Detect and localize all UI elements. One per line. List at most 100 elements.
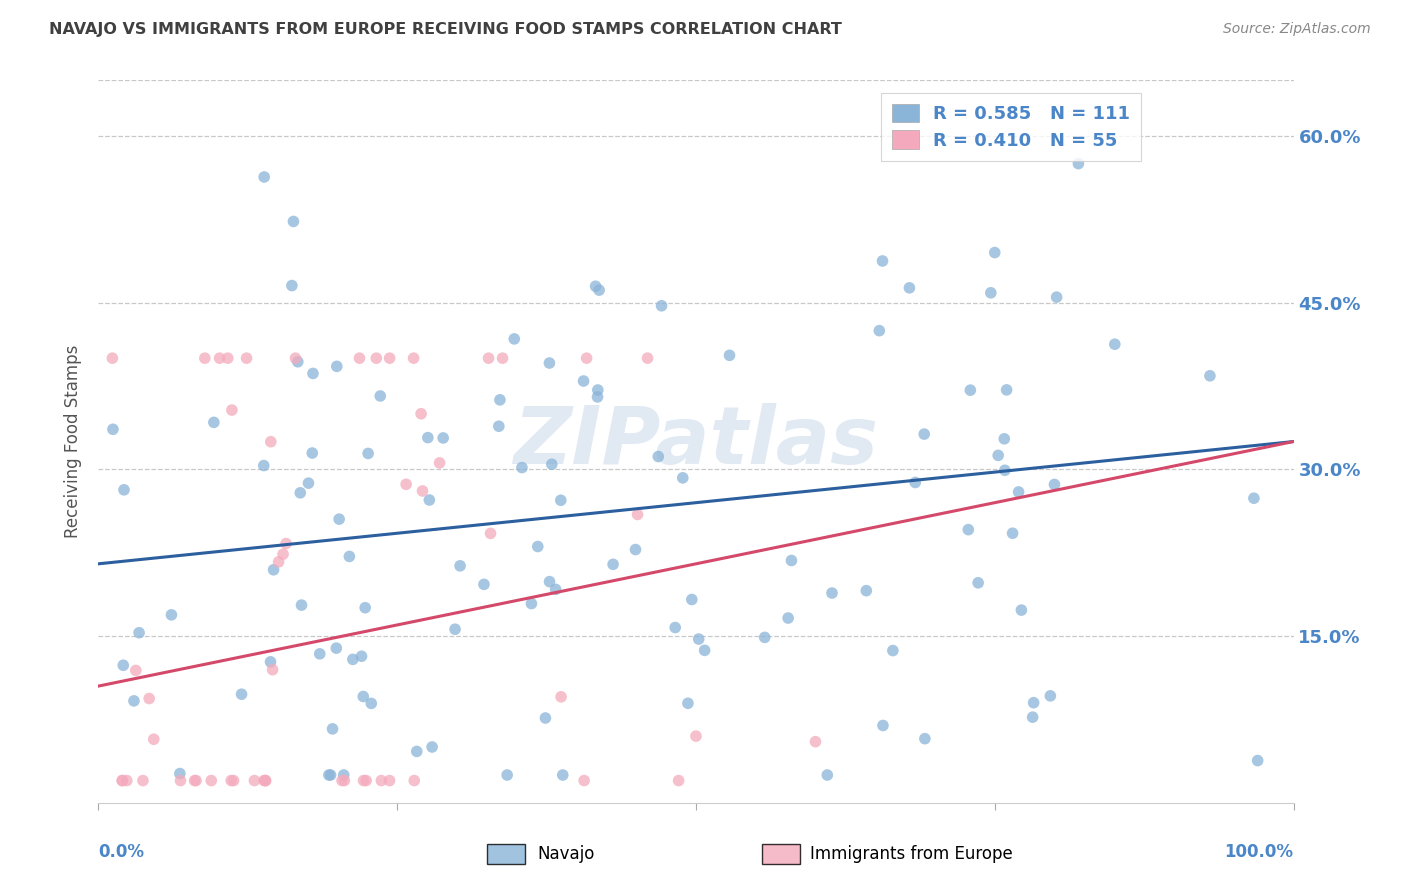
Point	[253, 773, 276, 788]
Point	[322, 722, 344, 736]
Point	[138, 691, 160, 706]
Text: ZIPatlas: ZIPatlas	[513, 402, 879, 481]
Point	[411, 483, 433, 498]
Point	[624, 542, 647, 557]
Point	[333, 773, 356, 788]
Point	[651, 299, 673, 313]
Point	[572, 773, 595, 788]
Point	[132, 773, 155, 788]
Point	[395, 477, 418, 491]
Point	[302, 367, 325, 381]
Text: Navajo: Navajo	[537, 845, 595, 863]
Point	[366, 351, 388, 366]
Point	[301, 446, 323, 460]
Point	[194, 351, 217, 366]
Point	[101, 351, 124, 366]
Point	[984, 245, 1007, 260]
Point	[477, 351, 499, 366]
Point	[987, 449, 1010, 463]
Point	[1021, 710, 1043, 724]
Point	[112, 483, 135, 497]
Point	[429, 456, 451, 470]
Point	[243, 773, 266, 788]
Point	[184, 773, 207, 788]
Point	[221, 403, 243, 417]
Point	[957, 523, 980, 537]
Point	[262, 663, 284, 677]
Point	[290, 598, 312, 612]
Point	[402, 351, 425, 366]
Point	[550, 493, 572, 508]
Point	[904, 475, 927, 490]
Point	[271, 547, 294, 561]
Point	[551, 768, 574, 782]
Point	[681, 592, 703, 607]
Point	[855, 583, 877, 598]
Point	[479, 526, 502, 541]
Point	[538, 356, 561, 370]
Point	[169, 766, 191, 780]
Point	[202, 416, 225, 430]
Point	[676, 696, 699, 710]
Point	[993, 432, 1015, 446]
Point	[778, 611, 800, 625]
Point	[297, 476, 319, 491]
Point	[1199, 368, 1222, 383]
Point	[342, 652, 364, 666]
Point	[1046, 290, 1069, 304]
Point	[142, 732, 165, 747]
Point	[914, 731, 936, 746]
Point	[122, 694, 145, 708]
Point	[967, 575, 990, 590]
Point	[337, 549, 360, 564]
Text: 100.0%: 100.0%	[1225, 843, 1294, 861]
Point	[496, 768, 519, 782]
Point	[357, 446, 380, 460]
Point	[326, 359, 349, 374]
Point	[815, 768, 838, 782]
Point	[588, 283, 610, 297]
Point	[544, 582, 567, 597]
Point	[912, 427, 935, 442]
Point	[200, 773, 222, 788]
Point	[360, 697, 382, 711]
Point	[1039, 689, 1062, 703]
Point	[217, 351, 239, 366]
Point	[668, 773, 690, 788]
Point	[534, 711, 557, 725]
Point	[959, 383, 981, 397]
Point	[378, 351, 401, 366]
Point	[647, 450, 669, 464]
Point	[586, 383, 609, 397]
Point	[1104, 337, 1126, 351]
Point	[510, 460, 533, 475]
Point	[432, 431, 454, 445]
Point	[1243, 491, 1265, 506]
Point	[693, 643, 716, 657]
Point	[112, 658, 135, 673]
Point	[160, 607, 183, 622]
Point	[411, 407, 433, 421]
Point	[449, 558, 471, 573]
Point	[319, 768, 342, 782]
Point	[575, 351, 598, 366]
Point	[219, 773, 242, 788]
Point	[370, 773, 392, 788]
Point	[254, 773, 277, 788]
Point	[290, 485, 312, 500]
Y-axis label: Receiving Food Stamps: Receiving Food Stamps	[65, 345, 83, 538]
Legend: R = 0.585   N = 111, R = 0.410   N = 55: R = 0.585 N = 111, R = 0.410 N = 55	[882, 93, 1142, 161]
Point	[111, 773, 134, 788]
Point	[418, 493, 440, 508]
Point	[115, 773, 138, 788]
Point	[1001, 526, 1024, 541]
Point	[101, 422, 124, 436]
Point	[208, 351, 231, 366]
Point	[718, 348, 741, 362]
Point	[685, 729, 707, 743]
Text: Source: ZipAtlas.com: Source: ZipAtlas.com	[1223, 22, 1371, 37]
Point	[368, 389, 391, 403]
Point	[550, 690, 572, 704]
Point	[222, 773, 245, 788]
FancyBboxPatch shape	[762, 844, 800, 864]
